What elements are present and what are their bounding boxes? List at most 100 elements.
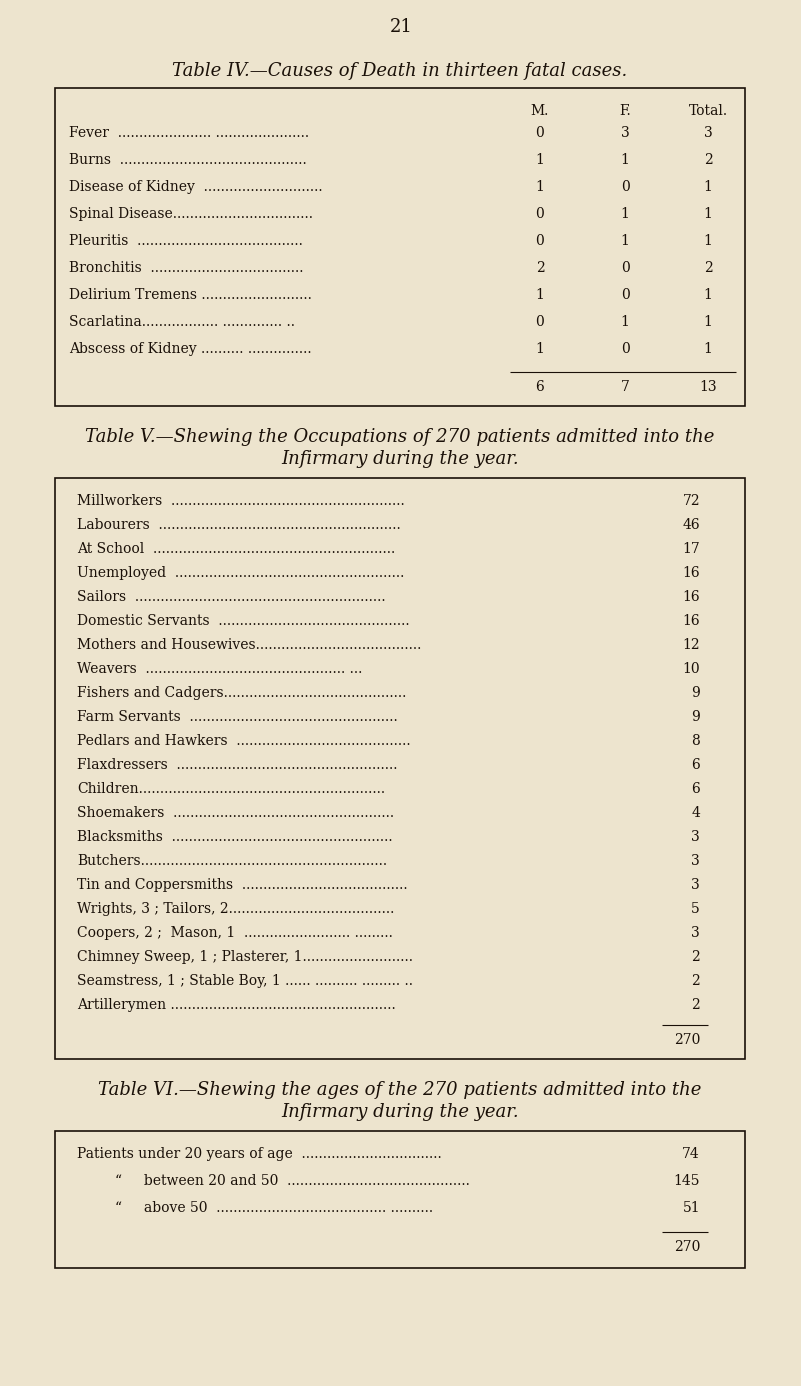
Text: 16: 16 (682, 614, 700, 628)
Text: Seamstress, 1 ; Stable Boy, 1 ...... .......... ......... ..: Seamstress, 1 ; Stable Boy, 1 ...... ...… (77, 974, 413, 988)
Text: At School  .........................................................: At School ..............................… (77, 542, 395, 556)
Text: 0: 0 (621, 261, 630, 274)
Text: Delirium Tremens ..........................: Delirium Tremens .......................… (69, 288, 312, 302)
Text: 21: 21 (389, 18, 413, 36)
Text: 1: 1 (621, 152, 630, 166)
Text: 2: 2 (703, 152, 712, 166)
Text: 16: 16 (682, 565, 700, 579)
Text: 6: 6 (536, 380, 545, 394)
Text: Infirmary during the year.: Infirmary during the year. (281, 1103, 519, 1121)
Text: 51: 51 (682, 1202, 700, 1216)
Text: 8: 8 (691, 735, 700, 748)
Text: Fishers and Cadgers...........................................: Fishers and Cadgers.....................… (77, 686, 406, 700)
Text: Table V.—Shewing the Occupations of 270 patients admitted into the: Table V.—Shewing the Occupations of 270 … (86, 428, 714, 446)
Text: 17: 17 (682, 542, 700, 556)
Text: Spinal Disease.................................: Spinal Disease..........................… (69, 207, 313, 220)
Text: Shoemakers  ....................................................: Shoemakers .............................… (77, 807, 394, 821)
Text: 4: 4 (691, 807, 700, 821)
Text: M.: M. (531, 104, 549, 118)
Text: Weavers  ............................................... ...: Weavers ................................… (77, 663, 362, 676)
Text: 6: 6 (691, 782, 700, 796)
Text: 3: 3 (691, 830, 700, 844)
Text: 1: 1 (621, 207, 630, 220)
Text: Abscess of Kidney .......... ...............: Abscess of Kidney .......... ...........… (69, 342, 312, 356)
Text: 0: 0 (536, 126, 545, 140)
Text: 3: 3 (621, 126, 630, 140)
Text: 0: 0 (621, 342, 630, 356)
Text: Table VI.—Shewing the ages of the 270 patients admitted into the: Table VI.—Shewing the ages of the 270 pa… (99, 1081, 702, 1099)
Text: Tin and Coppersmiths  .......................................: Tin and Coppersmiths ...................… (77, 877, 408, 893)
Text: Scarlatina.................. .............. ..: Scarlatina.................. ...........… (69, 315, 295, 328)
Text: 2: 2 (691, 949, 700, 965)
Text: Domestic Servants  .............................................: Domestic Servants ......................… (77, 614, 409, 628)
Text: 7: 7 (621, 380, 630, 394)
Bar (55, 478, 745, 1059)
Text: “     between 20 and 50  ...........................................: “ between 20 and 50 ....................… (115, 1174, 470, 1188)
Text: 1: 1 (703, 315, 712, 328)
Text: Artillerymen .....................................................: Artillerymen ...........................… (77, 998, 396, 1012)
Text: 1: 1 (703, 288, 712, 302)
Text: 0: 0 (621, 180, 630, 194)
Text: Children..........................................................: Children................................… (77, 782, 385, 796)
Text: 2: 2 (703, 261, 712, 274)
Text: Blacksmiths  ....................................................: Blacksmiths ............................… (77, 830, 392, 844)
Bar (55, 87, 745, 406)
Text: Flaxdressers  ....................................................: Flaxdressers ...........................… (77, 758, 397, 772)
Text: Unemployed  ......................................................: Unemployed .............................… (77, 565, 405, 579)
Text: 3: 3 (691, 926, 700, 940)
Text: 74: 74 (682, 1148, 700, 1161)
Text: 270: 270 (674, 1033, 700, 1046)
Text: 0: 0 (536, 234, 545, 248)
Text: Total.: Total. (688, 104, 727, 118)
Text: 0: 0 (536, 315, 545, 328)
Text: Bronchitis  ....................................: Bronchitis .............................… (69, 261, 304, 274)
Text: Pleuritis  .......................................: Pleuritis ..............................… (69, 234, 303, 248)
Text: Burns  ............................................: Burns ..................................… (69, 152, 307, 166)
Text: Table IV.—Causes of Death in thirteen fatal cases.: Table IV.—Causes of Death in thirteen fa… (172, 62, 628, 80)
Text: 0: 0 (621, 288, 630, 302)
Text: Labourers  .........................................................: Labourers ..............................… (77, 518, 401, 532)
Text: 1: 1 (703, 342, 712, 356)
Text: Millworkers  .......................................................: Millworkers ............................… (77, 493, 405, 509)
Text: 3: 3 (691, 877, 700, 893)
Text: F.: F. (619, 104, 631, 118)
Text: 9: 9 (691, 686, 700, 700)
Text: 1: 1 (536, 152, 545, 166)
Bar (55, 1131, 745, 1268)
Text: Sailors  ...........................................................: Sailors ................................… (77, 590, 385, 604)
Text: 2: 2 (691, 998, 700, 1012)
Text: Butchers..........................................................: Butchers................................… (77, 854, 387, 868)
Text: 12: 12 (682, 638, 700, 651)
Text: Infirmary during the year.: Infirmary during the year. (281, 450, 519, 468)
Text: 1: 1 (536, 180, 545, 194)
Text: Patients under 20 years of age  .................................: Patients under 20 years of age .........… (77, 1148, 441, 1161)
Text: Fever  ...................... ......................: Fever ...................... ...........… (69, 126, 309, 140)
Text: 10: 10 (682, 663, 700, 676)
Text: 1: 1 (703, 180, 712, 194)
Text: 3: 3 (691, 854, 700, 868)
Text: 13: 13 (699, 380, 717, 394)
Text: 1: 1 (536, 342, 545, 356)
Text: 1: 1 (621, 234, 630, 248)
Text: 6: 6 (691, 758, 700, 772)
Text: Mothers and Housewives.......................................: Mothers and Housewives..................… (77, 638, 421, 651)
Text: Chimney Sweep, 1 ; Plasterer, 1..........................: Chimney Sweep, 1 ; Plasterer, 1.........… (77, 949, 413, 965)
Text: 2: 2 (691, 974, 700, 988)
Text: 72: 72 (682, 493, 700, 509)
Text: 9: 9 (691, 710, 700, 723)
Text: 5: 5 (691, 902, 700, 916)
Text: 145: 145 (674, 1174, 700, 1188)
Text: 2: 2 (536, 261, 545, 274)
Text: 1: 1 (621, 315, 630, 328)
Text: Disease of Kidney  ............................: Disease of Kidney ......................… (69, 180, 323, 194)
Text: Pedlars and Hawkers  .........................................: Pedlars and Hawkers ....................… (77, 735, 411, 748)
Text: 3: 3 (703, 126, 712, 140)
Text: 1: 1 (536, 288, 545, 302)
Text: “     above 50  ........................................ ..........: “ above 50 .............................… (115, 1202, 433, 1216)
Text: Coopers, 2 ;  Mason, 1  ......................... .........: Coopers, 2 ; Mason, 1 ..................… (77, 926, 392, 940)
Text: 270: 270 (674, 1240, 700, 1254)
Text: 1: 1 (703, 234, 712, 248)
Text: 1: 1 (703, 207, 712, 220)
Text: 0: 0 (536, 207, 545, 220)
Text: 16: 16 (682, 590, 700, 604)
